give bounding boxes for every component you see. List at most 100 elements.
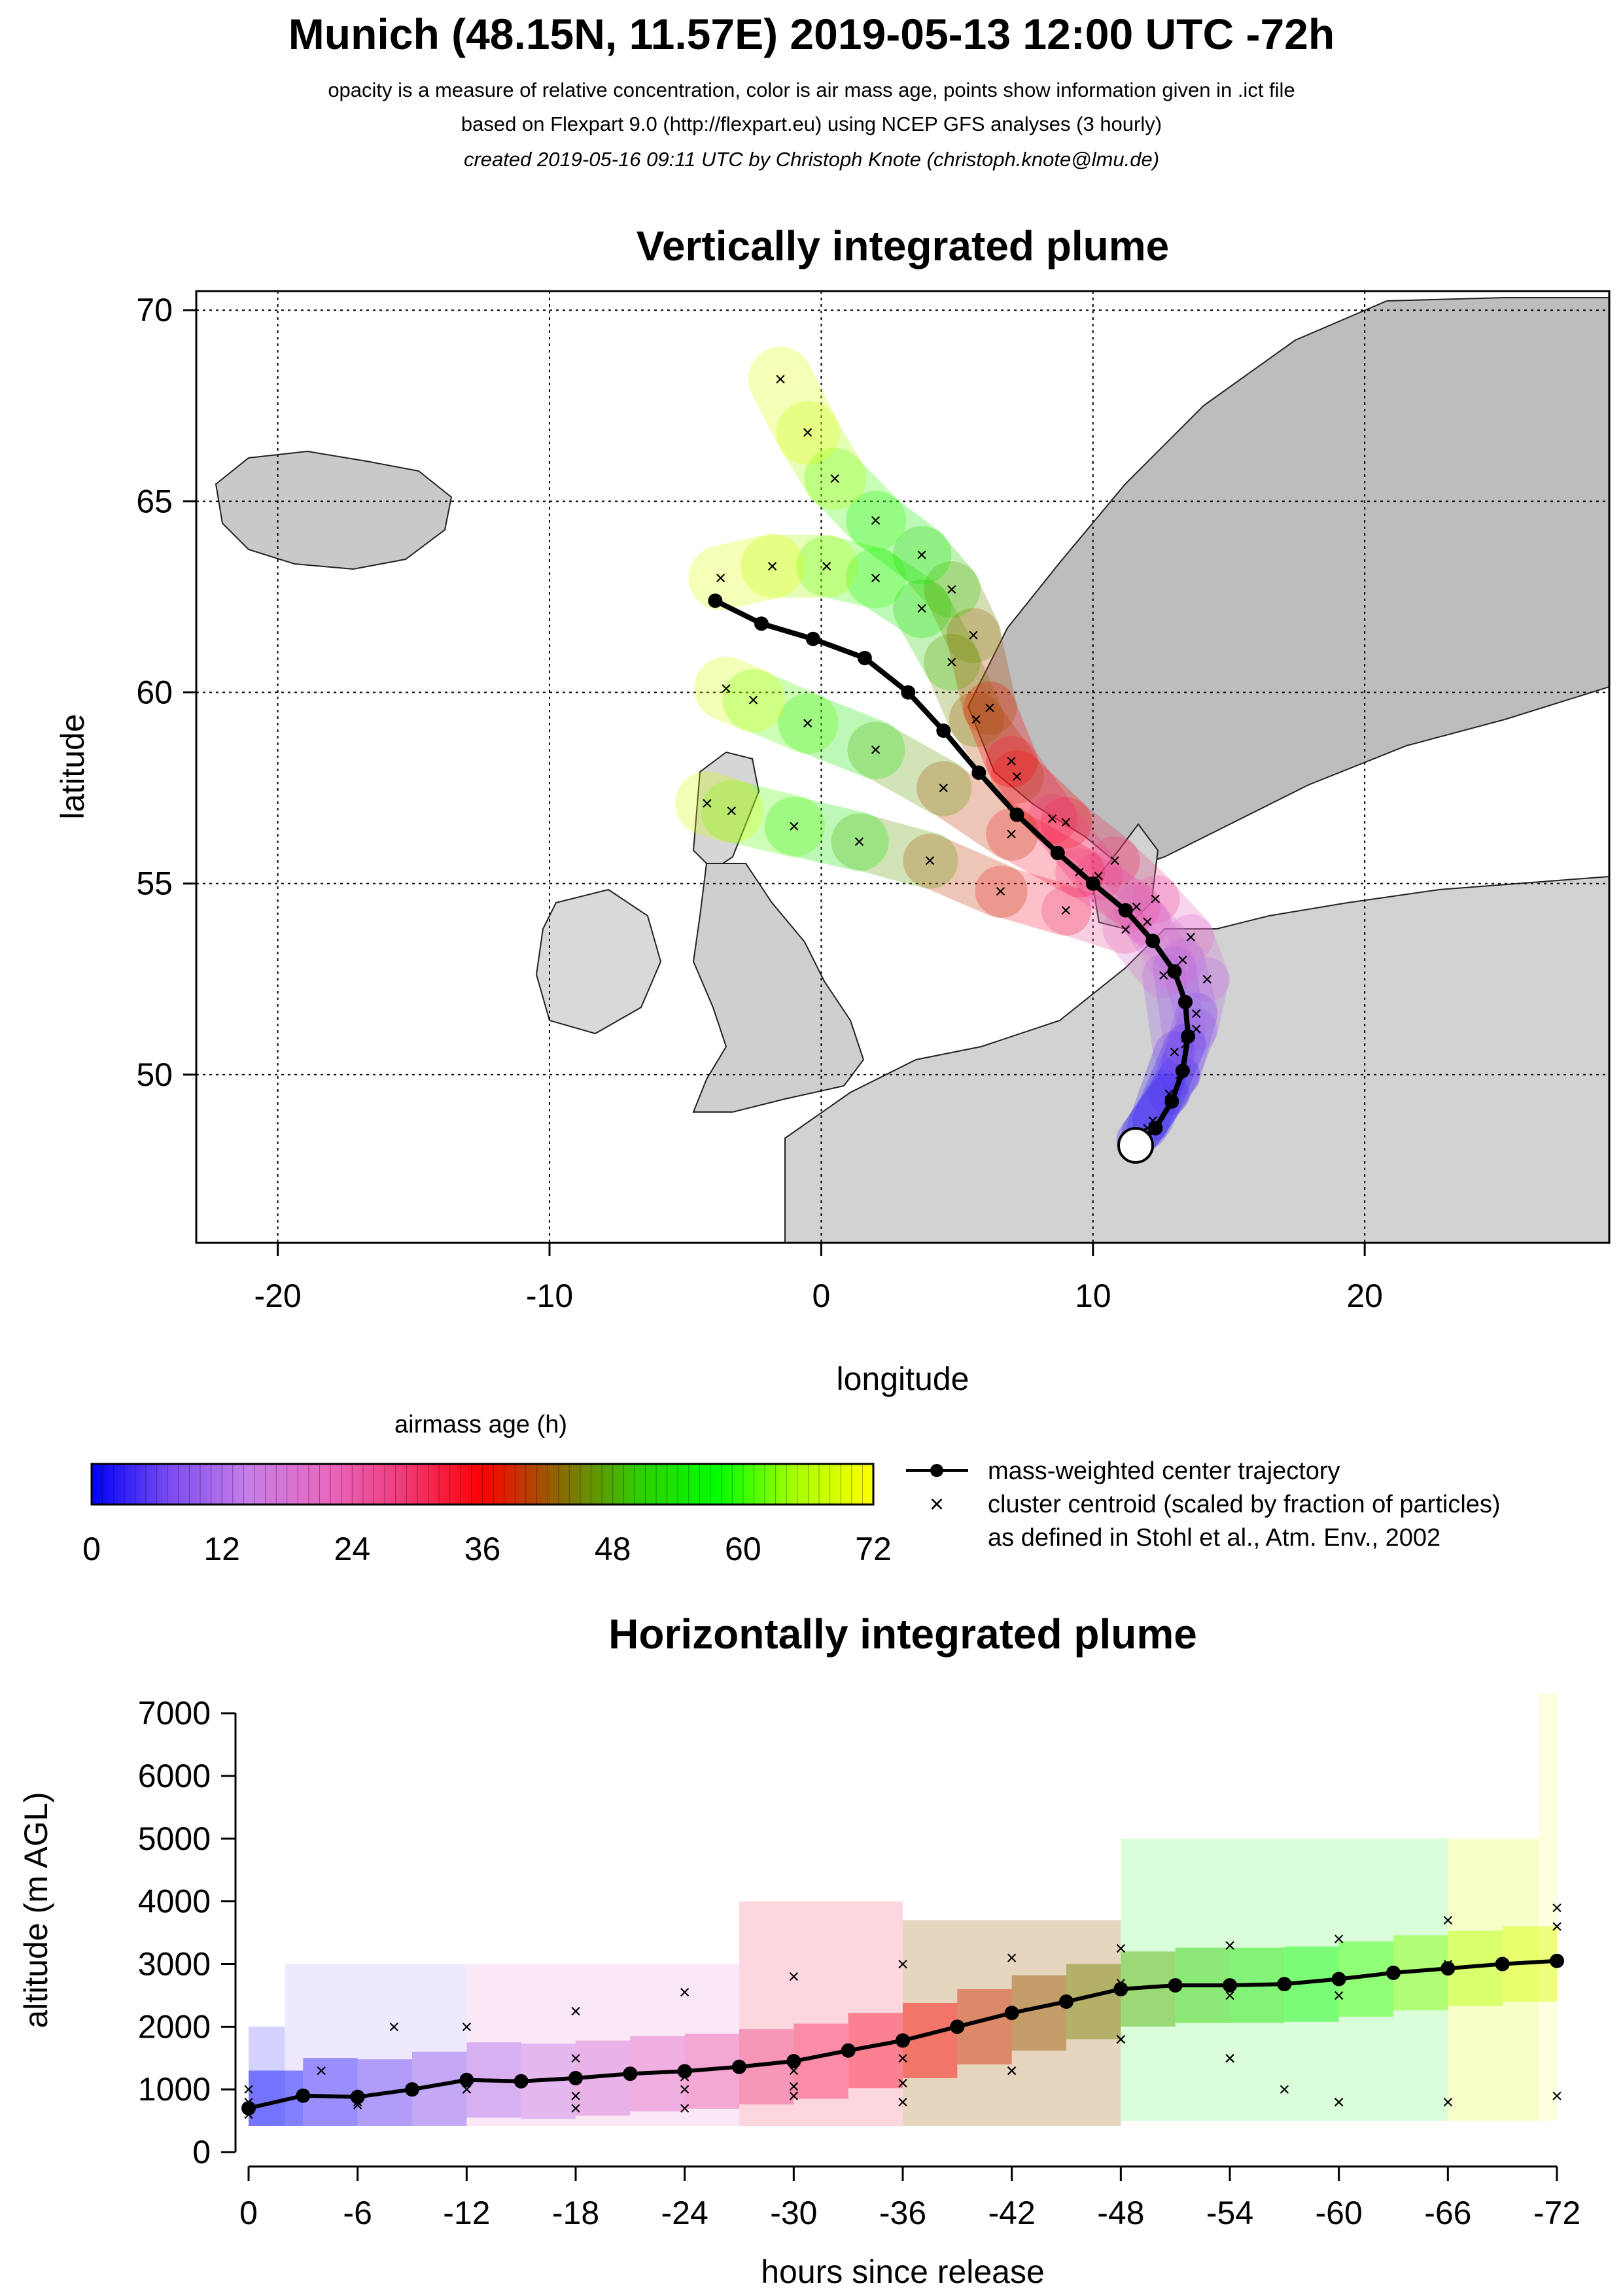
plume-segment — [778, 693, 905, 780]
map-y-tick-label: 65 — [136, 483, 173, 519]
plume-segment — [846, 491, 952, 585]
land-denmark — [1091, 823, 1159, 930]
legend-cluster-reference: as defined in Stohl et al., Atm. Env., 2… — [988, 1524, 1440, 1552]
colorbar-tick-label: 72 — [855, 1531, 892, 1567]
center-trajectory-point — [754, 616, 769, 631]
altitude-cluster-mark: × — [897, 2047, 909, 2069]
cluster-centroid-mark: × — [726, 801, 738, 822]
altitude-cluster-mark: × — [461, 2016, 473, 2038]
altitude-cluster-mark: × — [243, 2079, 254, 2100]
altitude-trajectory-point — [514, 2074, 529, 2089]
altitude-x-tick-label: -72 — [1533, 2195, 1580, 2231]
plume-segment — [1102, 906, 1187, 998]
altitude-cluster-mark: × — [1115, 1938, 1127, 1960]
cluster-centroid-mark: × — [1177, 950, 1189, 971]
plume-segment — [674, 771, 764, 843]
altitude-trajectory-point — [1168, 1978, 1183, 1993]
map-y-tick-label: 55 — [136, 865, 173, 902]
altitude-cluster-mark: × — [1333, 2091, 1345, 2113]
map-frame — [195, 290, 1611, 1244]
colorbar-title: airmass age (h) — [394, 1411, 567, 1438]
plume-segment — [1028, 794, 1123, 901]
altitude-trajectory-point — [568, 2070, 583, 2085]
altitude-y-tick-label: 4000 — [138, 1883, 211, 1920]
cluster-centroid-mark: × — [870, 510, 882, 532]
cluster-centroid-mark: × — [1060, 900, 1072, 922]
altitude-trajectory-point — [459, 2072, 474, 2087]
altitude-trajectory-point — [1440, 1961, 1456, 1976]
plume-segment — [688, 534, 805, 610]
altitude-cluster-mark: × — [1224, 1935, 1236, 1957]
altitude-cluster-mark: × — [1551, 2085, 1563, 2107]
altitude-cluster-mark: × — [315, 2060, 327, 2081]
plume-segment — [924, 634, 1004, 748]
plume-segment — [903, 833, 1028, 918]
altitude-cluster-mark: × — [570, 2085, 582, 2107]
plume-segment — [1040, 797, 1140, 886]
figure-title: Munich (48.15N, 11.57E) 2019-05-13 12:00… — [288, 10, 1335, 58]
altitude-x-tick-label: -54 — [1206, 2195, 1253, 2231]
altitude-cluster-mark: × — [897, 2091, 909, 2113]
legend-cluster-label: cluster centroid (scaled by fraction of … — [988, 1491, 1501, 1518]
cluster-centroid-mark: × — [938, 778, 950, 799]
cluster-centroid-mark: × — [1150, 888, 1162, 910]
center-trajectory-point — [901, 685, 916, 700]
cluster-centroid-mark: × — [715, 567, 727, 589]
altitude-y-tick-label: 6000 — [138, 1758, 211, 1794]
altitude-trajectory-point — [405, 2082, 419, 2097]
plume-segment — [1174, 957, 1229, 1051]
plume-segment — [1090, 836, 1180, 924]
cluster-centroid-mark: × — [1060, 812, 1072, 833]
altitude-x-tick-label: -66 — [1424, 2195, 1471, 2231]
center-trajectory-point — [1145, 933, 1161, 948]
altitude-trajectory-point — [896, 2033, 910, 2048]
altitude-cluster-mark: × — [679, 2079, 691, 2100]
map-land-shading — [215, 297, 1609, 1243]
cluster-centroid-mark: × — [870, 567, 882, 589]
plume-segment — [722, 669, 839, 754]
cluster-centroid-mark: × — [995, 880, 1007, 902]
cluster-centroid-mark: × — [701, 793, 713, 814]
altitude-cluster-mark: × — [1115, 2029, 1127, 2051]
altitude-cluster-mark: × — [1224, 2047, 1236, 2069]
center-trajectory-point — [857, 650, 872, 665]
plume-segment — [893, 526, 981, 618]
altitude-trajectory-point — [296, 2088, 311, 2103]
map-y-tick-label: 70 — [136, 292, 173, 328]
legend-cluster-marker: × — [930, 1491, 944, 1518]
figure-subtitle-model-note: based on Flexpart 9.0 (http://flexpart.e… — [461, 113, 1162, 135]
altitude-cluster-mark: × — [1279, 2079, 1291, 2100]
cluster-centroid-mark: × — [767, 556, 778, 578]
map-x-tick-label: -10 — [526, 1278, 573, 1314]
altitude-x-tick-label: -30 — [770, 2195, 817, 2231]
colorbar-tick-label: 60 — [725, 1531, 761, 1567]
altitude-cluster-mark: × — [1442, 2091, 1454, 2113]
cluster-centroid-mark: × — [946, 652, 958, 673]
colorbar-ticks: 0 12 24 36 48 60 72 — [82, 1531, 892, 1567]
plume-segment — [946, 608, 1017, 735]
altitude-x-axis-label: hours since release — [761, 2253, 1045, 2290]
altitude-trajectory-point — [732, 2059, 746, 2074]
altitude-trajectory-point — [1223, 1978, 1237, 1993]
altitude-cluster-mark: × — [388, 2016, 400, 2038]
cluster-centroid-mark: × — [829, 468, 841, 489]
land-continental-europe — [784, 875, 1609, 1243]
cluster-centroid-mark: × — [1158, 965, 1170, 986]
altitude-cluster-mark: × — [1551, 1916, 1563, 1938]
center-trajectory-point — [1167, 964, 1182, 979]
plume-segment — [701, 780, 825, 858]
plume-segment — [1161, 938, 1218, 1035]
center-trajectory-point — [1085, 876, 1100, 891]
altitude-trajectory-point — [841, 2043, 856, 2058]
plume-segment — [1126, 1031, 1195, 1149]
plume-segment — [893, 580, 981, 691]
plume-segment — [804, 447, 907, 551]
cluster-centroid-mark: × — [1120, 919, 1132, 941]
altitude-x-tick-label: -42 — [988, 2195, 1036, 2231]
plume-segment — [1041, 886, 1150, 954]
cluster-centroid-mark: × — [1130, 896, 1142, 918]
map-gridlines — [196, 291, 1609, 1243]
altitude-x-tick-label: -60 — [1316, 2195, 1363, 2231]
altitude-cluster-mark: × — [570, 2098, 582, 2119]
